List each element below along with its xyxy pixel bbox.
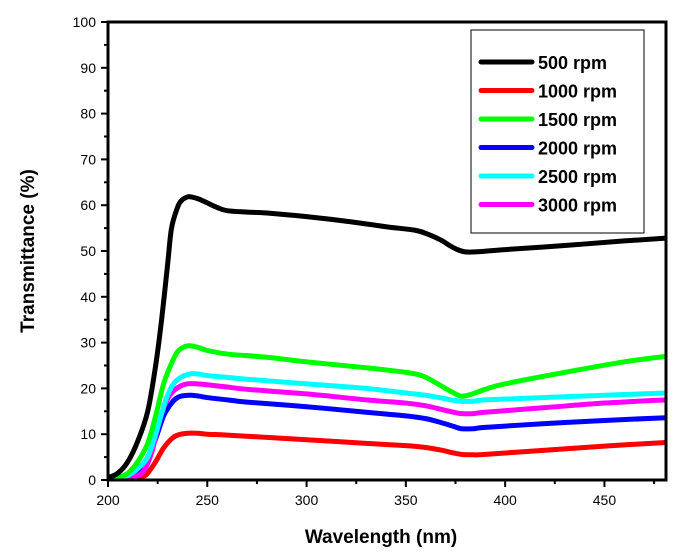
y-tick-label: 10 [80, 426, 96, 442]
x-tick-label: 450 [593, 492, 617, 508]
legend-label: 1000 rpm [538, 82, 617, 102]
y-tick-label: 20 [80, 380, 96, 396]
legend-label: 3000 rpm [538, 196, 617, 216]
legend-label: 2500 rpm [538, 167, 617, 187]
series-line-1000-rpm [108, 430, 666, 480]
y-tick-label: 0 [88, 472, 96, 488]
legend-label: 500 rpm [538, 53, 607, 73]
y-tick-label: 30 [80, 335, 96, 351]
y-axis-ticks: 0 10 20 30 40 50 60 70 80 90 100 [73, 14, 108, 488]
y-tick-label: 80 [80, 106, 96, 122]
series-line-1500-rpm [108, 343, 666, 480]
x-axis-title: Wavelength (nm) [305, 527, 457, 548]
series-layer [108, 194, 666, 480]
legend-box [470, 29, 645, 234]
legend-label: 1500 rpm [538, 110, 617, 130]
series-line-2500-rpm [108, 371, 666, 480]
series-line-3000-rpm [108, 381, 666, 480]
y-tick-label: 40 [80, 289, 96, 305]
x-tick-label: 300 [295, 492, 319, 508]
y-axis-title: Transmittance (%) [18, 169, 39, 333]
y-tick-label: 90 [80, 60, 96, 76]
x-axis-ticks: 200 250 300 350 400 450 [96, 480, 656, 508]
x-tick-label: 200 [96, 492, 120, 508]
x-tick-label: 400 [493, 492, 517, 508]
legend: 500 rpm 1000 rpm 1500 rpm 2000 rpm 2500 rpm 3… [470, 29, 645, 234]
y-tick-label: 100 [73, 14, 97, 30]
y-tick-label: 70 [80, 151, 96, 167]
series-line-500-rpm [108, 194, 666, 480]
legend-label: 2000 rpm [538, 139, 617, 159]
x-tick-label: 350 [394, 492, 418, 508]
x-tick-label: 250 [196, 492, 220, 508]
y-tick-label: 50 [80, 243, 96, 259]
y-tick-label: 60 [80, 197, 96, 213]
